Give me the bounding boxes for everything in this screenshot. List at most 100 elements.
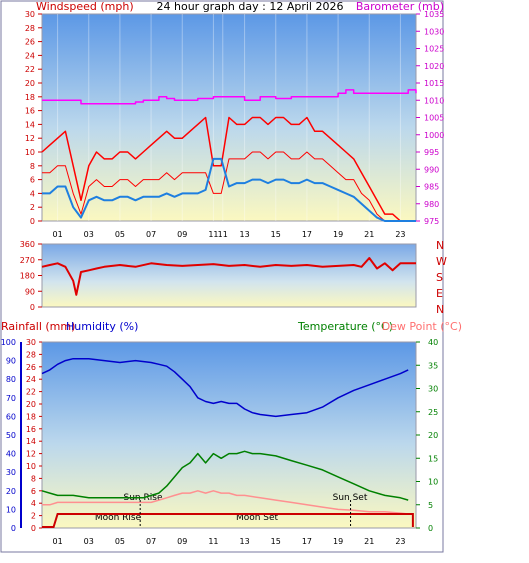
- windspeed-tick-label: 10: [25, 148, 35, 157]
- hour-tick-label: 17: [302, 230, 312, 239]
- barometer-tick-label: 1000: [424, 131, 444, 140]
- humidity-tick-label: 70: [6, 394, 16, 403]
- windspeed-tick-label: 28: [25, 24, 35, 33]
- rainfall-tick-label: 6: [31, 487, 36, 496]
- rainfall-tick-label: 24: [26, 375, 36, 384]
- temperature-tick-label: 10: [428, 478, 438, 487]
- hour-tick-label: 13: [239, 230, 249, 239]
- rainfall-tick-label: 16: [26, 425, 36, 434]
- hour-tick-label: 21: [364, 230, 374, 239]
- dewpoint-line: [42, 490, 409, 515]
- hour-tick-label: 07: [146, 230, 156, 239]
- humidity-tick-label: 100: [1, 338, 16, 347]
- chart-title: 24 hour graph day : 12 April 2026: [157, 0, 344, 13]
- humidity-axis-title: Humidity (%): [66, 320, 138, 333]
- rainfall-tick-label: 22: [26, 388, 36, 397]
- barometer-tick-label: 980: [424, 200, 439, 209]
- compass-label: N: [436, 239, 444, 252]
- wind-direction-tick-label: 90: [25, 287, 35, 296]
- humidity-tick-label: 10: [6, 505, 16, 514]
- hour-tick-label: 01: [52, 537, 62, 546]
- hour-tick-label: 05: [115, 230, 125, 239]
- barometer-tick-label: 990: [424, 165, 439, 174]
- hour-tick-label: 09: [177, 537, 187, 546]
- rainfall-tick-label: 10: [26, 462, 36, 471]
- humidity-tick-label: 30: [6, 468, 16, 477]
- rainfall-tick-label: 26: [26, 363, 36, 372]
- moon-set-label: Moon Set: [236, 513, 279, 523]
- hour-tick-label: 23: [395, 537, 405, 546]
- temperature-tick-label: 15: [428, 454, 438, 463]
- compass-label: N: [436, 303, 444, 316]
- windspeed-tick-label: 20: [25, 79, 35, 88]
- barometer-tick-label: 1005: [424, 114, 444, 123]
- dewpoint-axis-title: Dew Point (°C): [382, 320, 462, 333]
- barometer-line: [42, 89, 417, 105]
- rainfall-tick-label: 18: [26, 412, 36, 421]
- windspeed-axis-title: Windspeed (mph): [36, 0, 134, 13]
- hour-tick-label: 19: [333, 537, 343, 546]
- windspeed-tick-label: 2: [30, 203, 35, 212]
- temperature-tick-label: 30: [428, 385, 438, 394]
- barometer-tick-label: 1015: [424, 79, 444, 88]
- windspeed-tick-label: 14: [25, 120, 35, 129]
- compass-label: W: [436, 255, 447, 268]
- rainfall-line: [42, 513, 414, 528]
- temperature-tick-label: 20: [428, 431, 438, 440]
- windspeed-tick-label: 8: [30, 162, 35, 171]
- hour-tick-label: 21: [364, 537, 374, 546]
- sun-set-label: Sun Set: [333, 493, 368, 503]
- hour-tick-label: 15: [271, 537, 281, 546]
- hour-tick-label: 11: [218, 230, 228, 239]
- windspeed-line: [42, 151, 416, 222]
- hour-tick-label: 11: [208, 230, 218, 239]
- rainfall-tick-label: 12: [26, 450, 36, 459]
- wind-direction-tick-label: 270: [20, 256, 35, 265]
- wind-direction-tick-label: 0: [30, 303, 35, 312]
- temperature-line: [41, 450, 409, 501]
- wind-gust-line: [41, 116, 416, 222]
- rainfall-axis-title: Rainfall (mm): [1, 320, 75, 333]
- rainfall-tick-label: 2: [31, 512, 36, 521]
- wind-direction-tick-label: 360: [20, 240, 35, 249]
- moon-rise-label: Moon Rise: [95, 513, 142, 523]
- humidity-tick-label: 80: [6, 375, 16, 384]
- temperature-tick-label: 40: [428, 338, 438, 347]
- temperature-tick-label: 35: [428, 361, 438, 370]
- windspeed-tick-label: 12: [25, 134, 35, 143]
- rainfall-tick-label: 4: [31, 499, 36, 508]
- hour-tick-label: 15: [271, 230, 281, 239]
- windspeed-tick-label: 30: [25, 10, 35, 19]
- hour-tick-label: 09: [177, 230, 187, 239]
- barometer-tick-label: 975: [424, 217, 439, 226]
- barometer-tick-label: 1030: [424, 27, 444, 36]
- hour-tick-label: 17: [302, 537, 312, 546]
- rainfall-tick-label: 0: [31, 524, 36, 533]
- hour-tick-label: 11: [208, 537, 218, 546]
- windspeed-tick-label: 22: [25, 65, 35, 74]
- hour-tick-label: 03: [84, 230, 94, 239]
- humidity-tick-label: 60: [6, 412, 16, 421]
- outer-border: [0, 0, 444, 553]
- barometer-tick-label: 995: [424, 148, 439, 157]
- humidity-tick-label: 0: [11, 524, 16, 533]
- humidity-line: [41, 357, 409, 418]
- barometer-tick-label: 1025: [424, 45, 444, 54]
- wind-average-line: [42, 157, 416, 222]
- compass-label: E: [436, 287, 443, 300]
- temperature-tick-label: 5: [428, 501, 433, 510]
- temperature-tick-label: 0: [428, 524, 433, 533]
- windspeed-tick-label: 26: [25, 38, 35, 47]
- wind-direction-tick-label: 180: [20, 272, 35, 281]
- humidity-tick-label: 40: [6, 450, 16, 459]
- hour-tick-label: 23: [395, 230, 405, 239]
- humidity-tick-label: 90: [6, 357, 16, 366]
- hour-tick-label: 03: [84, 537, 94, 546]
- windspeed-tick-label: 16: [25, 107, 35, 116]
- humidity-tick-label: 50: [6, 431, 16, 440]
- hour-tick-label: 13: [239, 537, 249, 546]
- barometer-tick-label: 1010: [424, 96, 444, 105]
- compass-label: S: [436, 271, 443, 284]
- barometer-tick-label: 1020: [424, 62, 444, 71]
